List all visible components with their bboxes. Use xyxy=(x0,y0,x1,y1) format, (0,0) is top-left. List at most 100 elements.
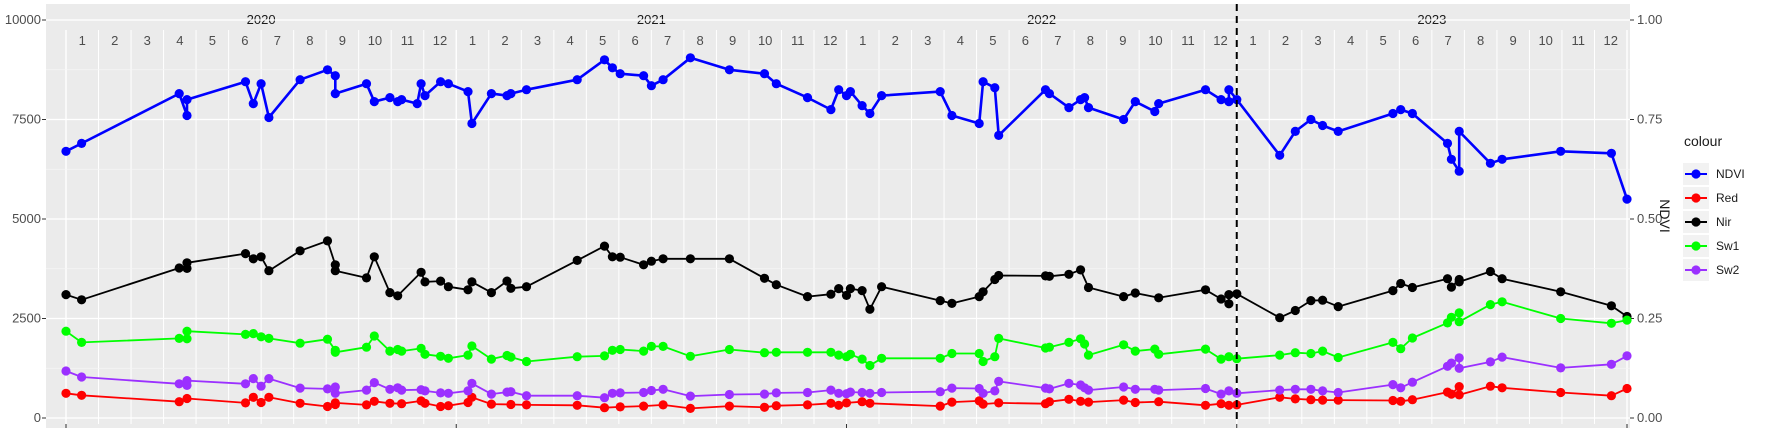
data-point-ndvi xyxy=(599,55,610,65)
data-point-red xyxy=(61,388,71,398)
month-label-2021-2: 2 xyxy=(501,33,508,48)
data-point-nir xyxy=(572,255,582,265)
data-point-sw1 xyxy=(506,352,516,362)
data-point-red xyxy=(182,393,192,404)
month-label-2022-7: 7 xyxy=(1054,33,1061,48)
data-point-ndvi xyxy=(1224,97,1234,107)
series-line-nir xyxy=(65,240,1628,319)
data-point-sw2 xyxy=(685,391,696,401)
data-point-nir xyxy=(1119,292,1129,302)
month-label-2021-10: 10 xyxy=(758,33,772,48)
month-label-2023-5: 5 xyxy=(1379,33,1386,48)
data-point-sw1 xyxy=(256,332,266,342)
data-point-nir xyxy=(935,296,945,306)
data-point-sw2 xyxy=(182,376,192,386)
data-point-sw2 xyxy=(759,389,770,399)
data-point-red xyxy=(1200,400,1211,410)
month-label-2021-4: 4 xyxy=(566,33,573,48)
data-point-ndvi xyxy=(947,110,957,121)
data-point-red xyxy=(1275,392,1285,402)
data-point-nir xyxy=(506,283,516,293)
data-point-ndvi xyxy=(1442,138,1453,148)
data-point-sw1 xyxy=(1275,350,1285,360)
data-point-sw2 xyxy=(240,379,251,389)
month-label-2020-8: 8 xyxy=(306,33,313,48)
data-point-sw1 xyxy=(295,338,305,348)
data-point-nir xyxy=(61,290,71,300)
data-point-ndvi xyxy=(802,93,813,103)
data-point-ndvi xyxy=(1290,126,1300,136)
data-point-ndvi xyxy=(1200,85,1211,95)
data-point-sw1 xyxy=(572,352,582,362)
data-point-sw2 xyxy=(1275,385,1285,395)
data-point-sw2 xyxy=(572,391,582,401)
data-point-red xyxy=(420,398,430,408)
data-point-sw2 xyxy=(1333,387,1343,398)
data-point-ndvi xyxy=(506,89,516,99)
legend-key-point-nir xyxy=(1691,217,1701,227)
month-label-2022-9: 9 xyxy=(1119,33,1126,48)
month-label-2021-8: 8 xyxy=(697,33,704,48)
data-point-ndvi xyxy=(412,99,422,109)
data-point-ndvi xyxy=(994,130,1004,140)
data-point-ndvi xyxy=(1232,95,1242,105)
data-point-ndvi xyxy=(248,99,258,109)
data-point-red xyxy=(1454,390,1464,400)
data-point-sw1 xyxy=(1318,346,1328,356)
data-point-sw1 xyxy=(436,351,446,361)
data-point-red xyxy=(639,401,649,411)
data-point-sw1 xyxy=(248,329,258,339)
data-point-sw2 xyxy=(826,385,836,395)
data-point-ndvi xyxy=(974,118,984,129)
data-point-sw1 xyxy=(834,350,844,360)
data-point-sw2 xyxy=(467,378,477,388)
data-point-ndvi xyxy=(1080,93,1090,103)
data-point-ndvi xyxy=(759,69,770,79)
data-point-sw2 xyxy=(330,382,340,392)
data-point-red xyxy=(947,397,957,407)
data-point-sw2 xyxy=(486,389,496,399)
data-point-nir xyxy=(1224,290,1234,300)
data-point-red xyxy=(77,390,87,400)
data-point-nir xyxy=(845,284,856,294)
data-point-ndvi xyxy=(256,79,266,89)
data-point-nir xyxy=(1333,302,1343,312)
data-point-red xyxy=(802,400,813,410)
data-point-red xyxy=(1454,382,1464,392)
data-point-nir xyxy=(615,252,625,262)
month-label-2021-5: 5 xyxy=(599,33,606,48)
data-point-nir xyxy=(759,273,770,283)
data-point-ndvi xyxy=(436,77,446,87)
left-tick-label: 7500 xyxy=(12,112,41,127)
data-point-ndvi xyxy=(1333,126,1343,136)
data-point-nir xyxy=(322,236,333,246)
data-point-nir xyxy=(599,241,610,251)
data-point-sw1 xyxy=(1080,339,1090,349)
data-point-sw1 xyxy=(397,346,407,356)
data-point-sw1 xyxy=(865,360,875,371)
data-point-ndvi xyxy=(607,63,618,73)
data-point-sw1 xyxy=(990,352,1000,362)
data-point-sw1 xyxy=(1306,348,1316,359)
data-point-ndvi xyxy=(486,89,496,99)
data-point-red xyxy=(841,398,852,408)
data-point-sw1 xyxy=(1396,344,1406,354)
data-point-sw2 xyxy=(420,386,430,396)
data-point-ndvi xyxy=(264,112,274,123)
data-point-ndvi xyxy=(646,81,657,91)
month-label-2021-7: 7 xyxy=(664,33,671,48)
data-point-nir xyxy=(1154,293,1164,303)
data-point-red xyxy=(857,397,867,407)
legend-key-point-red xyxy=(1691,193,1701,203)
data-point-sw2 xyxy=(1388,380,1398,390)
data-point-nir xyxy=(1318,295,1328,305)
data-point-nir xyxy=(420,277,430,287)
data-point-sw2 xyxy=(947,383,957,393)
data-point-nir xyxy=(1290,305,1300,316)
data-point-red xyxy=(826,398,836,408)
month-label-2022-2: 2 xyxy=(892,33,899,48)
data-point-nir xyxy=(521,282,532,292)
data-point-sw2 xyxy=(607,388,618,398)
data-point-sw2 xyxy=(1485,357,1495,367)
data-point-ndvi xyxy=(1446,154,1456,164)
